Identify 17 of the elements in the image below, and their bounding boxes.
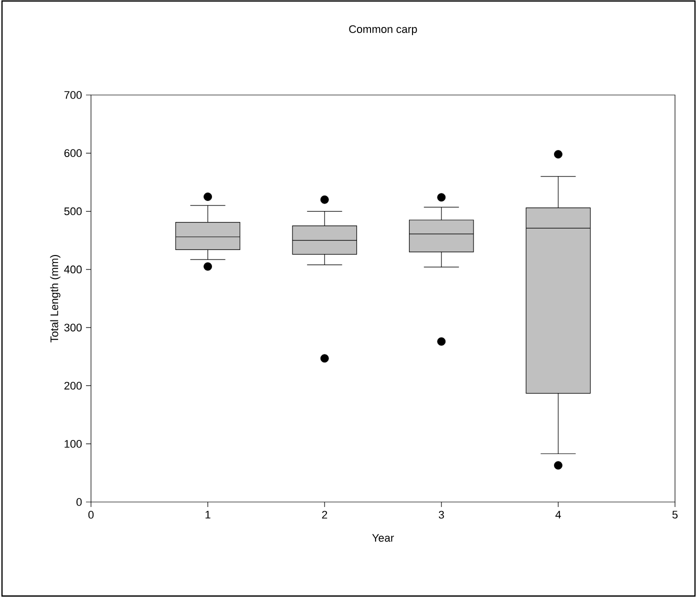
chart-title: Common carp [349, 25, 417, 36]
y-tick-label: 500 [64, 207, 82, 216]
x-tick-label: 3 [438, 510, 444, 519]
y-axis-title: Total Length (mm) [50, 255, 60, 342]
y-tick-label: 700 [64, 91, 82, 99]
y-tick-label: 400 [64, 266, 82, 274]
y-tick-label: 600 [64, 149, 82, 158]
x-tick-label: 5 [672, 510, 678, 518]
y-tick-label: 300 [64, 324, 82, 332]
x-tick-label: 1 [206, 510, 210, 518]
x-tick-label: 2 [322, 510, 328, 519]
y-tick-label: 200 [64, 382, 82, 390]
x-tick-label: 0 [88, 510, 94, 519]
y-tick-label: 0 [76, 498, 82, 506]
x-axis-title: Year [372, 534, 394, 542]
y-tick-label: 100 [64, 440, 82, 448]
x-tick-label: 4 [555, 510, 561, 518]
